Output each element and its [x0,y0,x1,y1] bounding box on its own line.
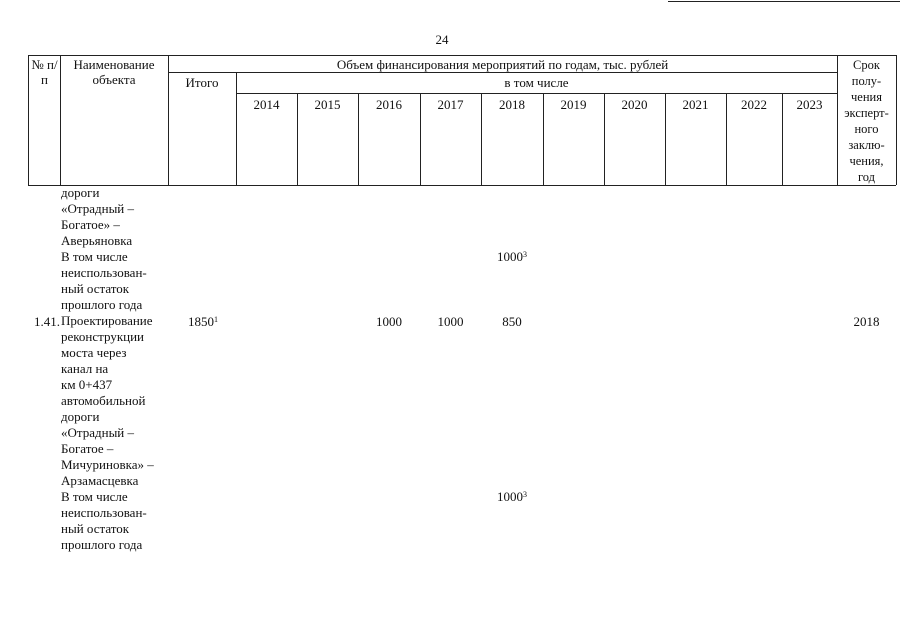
header-funding: Объем финансирования мероприятий по года… [336,57,669,72]
header-deadline-line: чения [851,90,882,104]
item-2017-value: 1000 [437,314,464,329]
header-deadline-line: заклю- [848,138,885,152]
header-year: 2015 [314,97,341,112]
header-deadline: Срок полу- чения эксперт- ного заклю- че… [836,57,897,185]
description-line: неиспользован- [61,505,147,520]
description-line: ный остаток [61,521,130,536]
header-deadline-line: ного [854,122,879,136]
header-total: Итого [185,75,219,90]
description-line: дороги [61,185,100,200]
description-line: реконструкции [61,329,145,344]
header-year: 2020 [621,97,648,112]
description-line: моста через [61,345,127,360]
description-line: ный остаток [61,281,130,296]
description-line: канал на [61,361,109,376]
description-line: Арзамасцевка [61,473,139,488]
scan-edge-line [668,1,900,2]
header-deadline-line: год [857,170,876,184]
description-line: Аверьяновка [61,233,133,248]
item-2016-value: 1000 [376,314,402,329]
item-total: 18501 [188,314,218,329]
header-year: 2021 [682,97,709,112]
header-year: 2017 [437,97,464,112]
header-year: 2018 [499,97,525,112]
description-line: неиспользован- [61,265,147,280]
description-line: Проектирование [61,313,153,328]
description-line: дороги [61,409,100,424]
description-line: «Отрадный – [61,425,135,440]
header-deadline-line: чения, [849,154,884,168]
header-year: 2014 [253,97,280,112]
description-line: Богатое» – [61,217,120,232]
header-number: № п/п [31,57,58,87]
description-line: автомобильной [61,393,146,408]
header-deadline-line: полу- [851,74,882,88]
header-deadline-line: эксперт- [844,106,889,120]
item-deadline: 2018 [853,314,880,329]
description-line: В том числе [61,249,128,264]
residual-2018-value: 10003 [497,249,527,264]
header-year: 2019 [560,97,587,112]
description-line: «Отрадный – [61,201,135,216]
item-2018-value: 850 [502,314,522,329]
header-year: 2016 [376,97,402,112]
residual-2018-value: 10003 [497,489,527,504]
header-deadline-line: Срок [853,58,880,72]
description-line: прошлого года [61,537,143,552]
header-object-name: Наименование объекта [73,57,155,87]
description-line: Мичуриновка» – [61,457,154,472]
description-line: прошлого года [61,297,143,312]
page-number: 24 [435,32,449,47]
header-year: 2023 [796,97,823,112]
description-line: Богатое – [61,441,114,456]
header-including: в том числе [504,75,569,90]
header-year: 2022 [741,97,767,112]
description-line: км 0+437 [61,377,113,392]
item-number: 1.41. [34,314,60,329]
description-line: В том числе [61,489,128,504]
